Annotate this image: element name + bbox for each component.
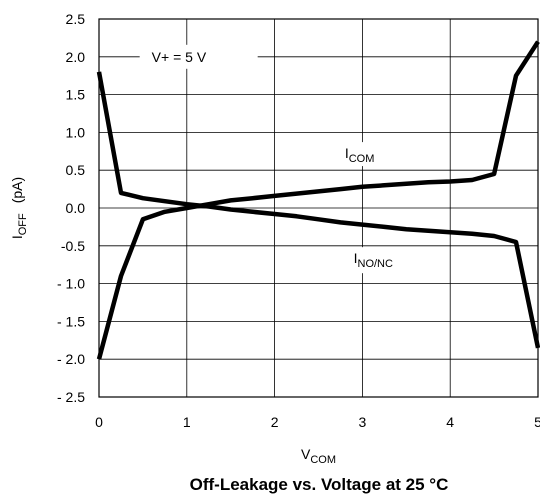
series-line-inonc <box>96 71 540 349</box>
y-axis-label-unit: (pA) <box>9 177 25 203</box>
y-tick-label: - 2.0 <box>57 351 85 367</box>
series-label-icom: ICOM <box>345 145 375 165</box>
x-tick-label: 3 <box>359 414 367 430</box>
y-axis-label-main: I <box>9 235 25 239</box>
x-tick-labels: 0 1 2 3 4 5 <box>95 414 540 430</box>
series-label-inonc-main: I <box>354 250 358 266</box>
series-label-background <box>338 142 395 167</box>
y-tick-labels: 2.5 2.0 1.5 1.0 0.5 0.0 -0.5 - 1.0 - 1.5 - 2.0 - 2… <box>57 11 85 405</box>
x-axis-label-sub: COM <box>310 454 336 466</box>
x-tick-label: 2 <box>271 414 279 430</box>
series-label-inonc: INO/NC <box>354 250 393 270</box>
y-tick-label: - 2.5 <box>57 389 85 405</box>
x-tick-label: 4 <box>446 414 454 430</box>
x-tick-label: 5 <box>534 414 540 430</box>
y-axis-label-sub: OFF <box>17 213 29 235</box>
y-axis-label: IOFF (pA) <box>9 177 29 239</box>
x-axis-label-main: V <box>301 446 311 462</box>
series-line-icom <box>96 40 540 360</box>
y-tick-label: - 1.0 <box>57 276 85 292</box>
x-tick-label: 1 <box>183 414 191 430</box>
y-tick-label: 0.0 <box>66 200 86 216</box>
chart-title: Off-Leakage vs. Voltage at 25 °C <box>190 475 449 494</box>
annotation-supply: V+ = 5 V <box>152 49 207 65</box>
x-axis-label: VCOM <box>301 446 336 466</box>
series-label-background <box>347 247 418 274</box>
series-label-icom-main: I <box>345 145 349 161</box>
series-group <box>96 40 540 360</box>
y-tick-label: 2.0 <box>66 49 86 65</box>
series-label-icom-sub: COM <box>349 153 375 165</box>
y-tick-label: 1.0 <box>66 124 86 140</box>
annotation-background <box>139 44 258 69</box>
y-tick-label: 1.5 <box>66 87 86 103</box>
grid <box>98 18 539 398</box>
x-tick-label: 0 <box>95 414 103 430</box>
y-tick-label: 2.5 <box>66 11 86 27</box>
y-tick-label: - 1.5 <box>57 313 85 329</box>
plot-frame <box>98 18 539 398</box>
y-tick-label: -0.5 <box>61 238 85 254</box>
series-label-inonc-sub: NO/NC <box>358 258 394 270</box>
y-tick-label: 0.5 <box>66 162 86 178</box>
